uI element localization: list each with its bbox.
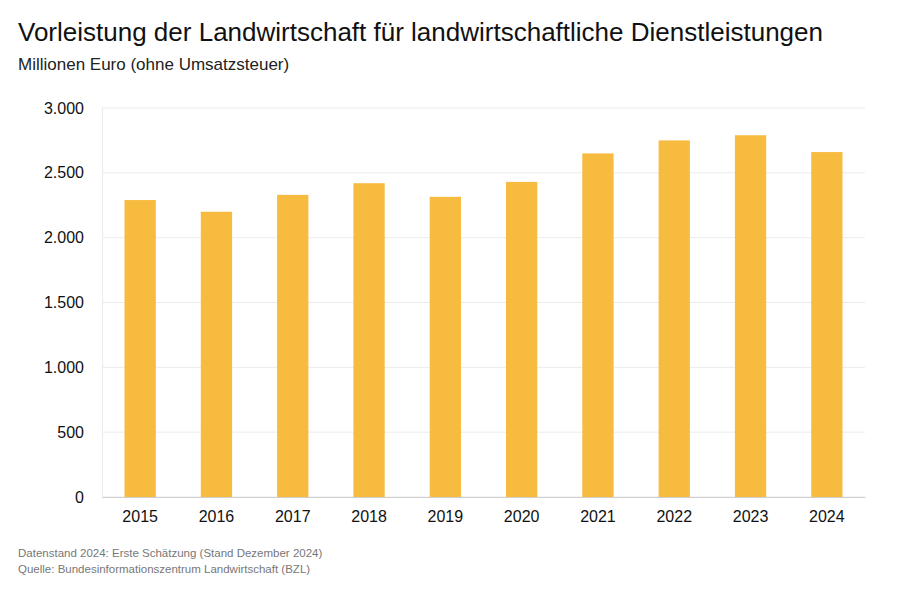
- y-tick: 0: [75, 489, 102, 506]
- x-tick: 2023: [733, 508, 769, 525]
- y-tick: 2.500: [44, 164, 102, 181]
- y-tick: 3.000: [44, 100, 102, 117]
- bar: [735, 135, 766, 497]
- bar: [277, 195, 308, 497]
- x-tick-label: 2023: [733, 508, 769, 525]
- x-tick-label: 2016: [199, 508, 235, 525]
- bar: [582, 153, 613, 497]
- bar: [201, 212, 232, 497]
- x-axis: 2015 2016 2017 2018 2019 2020 2021 2022 2023 2024: [103, 498, 866, 526]
- y-tick-label: 0: [75, 489, 84, 506]
- bar: [353, 183, 384, 497]
- x-tick: 2016: [199, 508, 235, 525]
- y-tick: 2.000: [44, 229, 102, 246]
- bars: [125, 135, 843, 497]
- bar: [811, 152, 842, 497]
- bar: [506, 182, 537, 497]
- bar: [430, 197, 461, 497]
- y-tick: 1.000: [44, 359, 102, 376]
- x-tick-label: 2017: [275, 508, 311, 525]
- title: Vorleistung der Landwirtschaft für landw…: [18, 17, 823, 47]
- y-tick-label: 3.000: [44, 100, 84, 117]
- bar: [125, 200, 156, 497]
- x-tick: 2017: [275, 508, 311, 525]
- y-tick-label: 2.500: [44, 164, 84, 181]
- x-tick-label: 2022: [656, 508, 692, 525]
- y-tick-label: 1.500: [44, 294, 84, 311]
- bar: [659, 140, 690, 497]
- x-tick: 2022: [656, 508, 692, 525]
- footnote: Datenstand 2024: Erste Schätzung (Stand …: [18, 547, 322, 559]
- y-tick-label: 1.000: [44, 359, 84, 376]
- chart: Vorleistung der Landwirtschaft für landw…: [0, 0, 900, 590]
- y-axis-line: [102, 109, 103, 498]
- x-tick: 2015: [122, 508, 158, 525]
- y-tick-label: 2.000: [44, 229, 84, 246]
- y-tick: 500: [57, 424, 102, 441]
- grid: [102, 108, 865, 497]
- x-tick-label: 2019: [428, 508, 464, 525]
- x-tick-label: 2021: [580, 508, 616, 525]
- x-tick: 2021: [580, 508, 616, 525]
- footnote: Quelle: Bundesinformationszentrum Landwi…: [18, 563, 310, 575]
- x-tick-label: 2024: [809, 508, 845, 525]
- subtitle: Millionen Euro (ohne Umsatzsteuer): [18, 55, 289, 74]
- x-tick-label: 2015: [122, 508, 158, 525]
- y-tick-label: 500: [57, 424, 84, 441]
- x-tick: 2018: [351, 508, 387, 525]
- x-tick: 2019: [428, 508, 464, 525]
- x-axis-line: [103, 497, 866, 498]
- y-axis: 0 500 1.000 1.500 2.000 2.500 3.000: [44, 100, 103, 506]
- grid-line: [102, 108, 865, 109]
- x-tick: 2020: [504, 508, 540, 525]
- x-tick: 2024: [809, 508, 845, 525]
- x-tick-label: 2020: [504, 508, 540, 525]
- x-tick-label: 2018: [351, 508, 387, 525]
- y-tick: 1.500: [44, 294, 102, 311]
- plot: 05001.0001.5002.0002.5003.00020152016201…: [44, 100, 866, 526]
